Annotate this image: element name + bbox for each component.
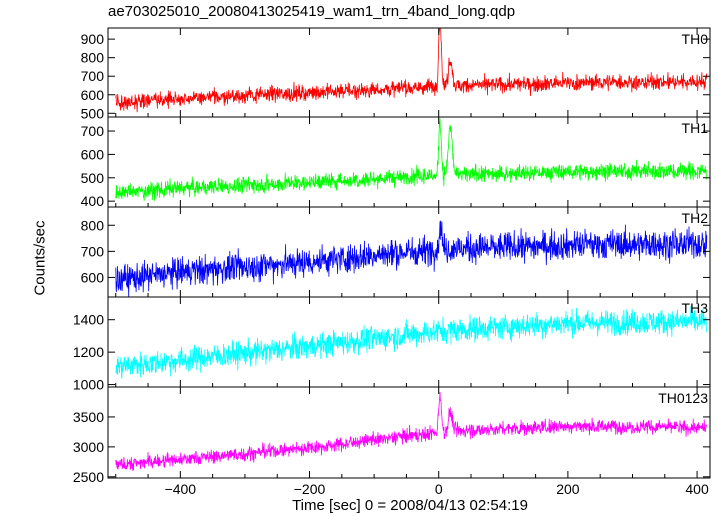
panel-label-th3: TH3: [682, 300, 709, 316]
y-tick-label-th0: 800: [81, 50, 105, 66]
y-tick-label-th3: 1200: [73, 344, 104, 360]
x-tick-label: −200: [294, 481, 326, 497]
y-tick-label-th0123: 2500: [73, 469, 104, 485]
series-trace-th0: [115, 28, 708, 113]
y-tick-label-th1: 600: [81, 146, 105, 162]
panel-label-th0: TH0: [682, 31, 709, 47]
y-tick-label-th0: 900: [81, 31, 105, 47]
panel-label-th0123: TH0123: [658, 390, 708, 406]
y-tick-label-th2: 600: [81, 269, 105, 285]
panel-frame-th3: [107, 296, 711, 388]
y-tick-label-th0: 600: [81, 87, 105, 103]
y-tick-label-th0123: 3000: [73, 439, 104, 455]
series-trace-th1: [115, 118, 708, 201]
y-tick-label-th2: 700: [81, 243, 105, 259]
x-tick-label: 400: [685, 481, 709, 497]
y-tick-label-th2: 800: [81, 217, 105, 233]
y-tick-label-th0: 700: [81, 68, 105, 84]
panel-label-th2: TH2: [682, 210, 709, 226]
y-tick-label-th1: 400: [81, 193, 105, 209]
y-tick-label-th1: 500: [81, 170, 105, 186]
x-tick-label: 200: [556, 481, 580, 497]
series-trace-th3: [115, 306, 708, 379]
panel-label-th1: TH1: [682, 120, 709, 136]
x-tick-label: 0: [435, 481, 443, 497]
x-axis-label: Time [sec] 0 = 2008/04/13 02:54:19: [292, 497, 528, 514]
series-trace-th2: [115, 220, 708, 297]
panel-frame-th0123: [107, 386, 711, 479]
y-tick-label-th1: 700: [81, 123, 105, 139]
y-tick-label-th3: 1000: [73, 377, 104, 393]
x-tick-label: −400: [165, 481, 197, 497]
panel-frame-th0: [107, 27, 711, 118]
panel-frame-th1: [107, 116, 711, 208]
series-trace-th0123: [115, 391, 708, 472]
y-tick-label-th0: 500: [81, 105, 105, 121]
y-tick-label-th0123: 3500: [73, 409, 104, 425]
plot-title: ae703025010_20080413025419_wam1_trn_4ban…: [108, 3, 516, 20]
y-tick-label-th3: 1400: [73, 312, 104, 328]
